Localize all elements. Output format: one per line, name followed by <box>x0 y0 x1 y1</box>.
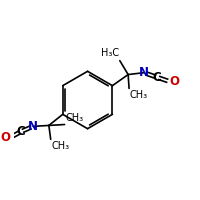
Text: C: C <box>17 125 25 138</box>
Text: C: C <box>153 71 162 84</box>
Text: CH₃: CH₃ <box>52 141 70 151</box>
Text: H₃C: H₃C <box>101 48 119 58</box>
Text: CH₃: CH₃ <box>130 90 148 100</box>
Text: O: O <box>170 75 180 88</box>
Text: O: O <box>0 131 10 144</box>
Text: CH₃: CH₃ <box>66 113 84 123</box>
Text: N: N <box>28 120 38 133</box>
Text: N: N <box>139 66 149 79</box>
